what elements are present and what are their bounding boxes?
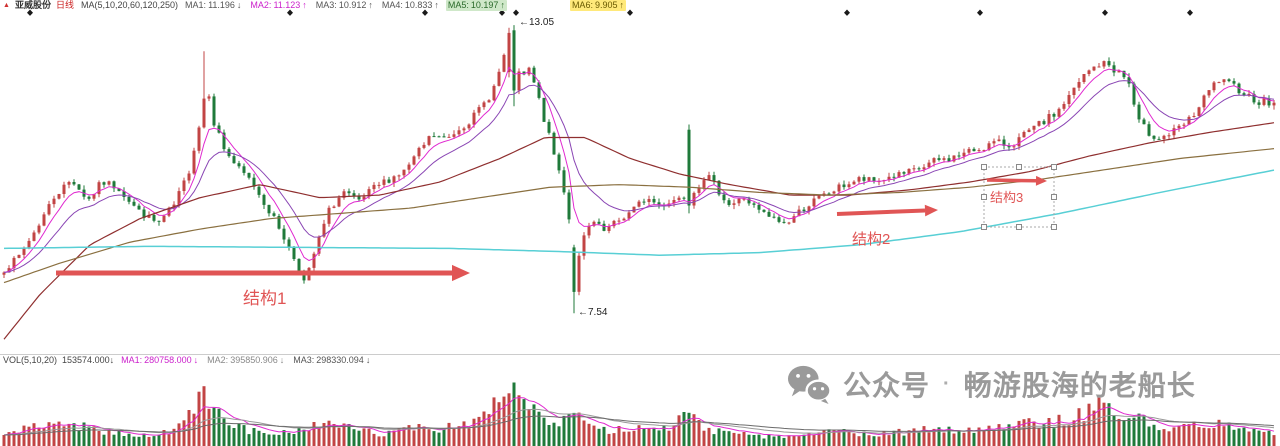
structure-2-label[interactable]: 结构2 — [852, 231, 891, 248]
candlesticks[interactable] — [2, 25, 1276, 314]
vol-ma3-readout: MA3: 298330.094 ↓ — [293, 355, 371, 365]
price-pane-header: ▲ 亚威股份 日线 MA(5,10,20,60,120,250) MA1: 11.… — [0, 0, 626, 11]
volume-pane-header: VOL(5,10,20) 153574.000↓ MA1: 280758.000 ↓… — [0, 355, 372, 366]
app-icon: ▲ — [3, 2, 10, 9]
low-price-label: ←7.54 — [578, 307, 608, 318]
vol-value: 153574.000↓ — [62, 355, 115, 365]
ma4-readout: MA4: 10.833 ↑ — [381, 0, 439, 10]
ma3-readout: MA3: 10.912 ↑ — [315, 0, 373, 10]
price-ma-lines — [3, 66, 1275, 340]
vol-ma1-readout: MA1: 280758.000 ↓ — [121, 355, 199, 365]
stock-name: 亚威股份 — [14, 0, 51, 10]
ma-params-label: MA(5,10,20,60,120,250) — [80, 0, 179, 10]
wechat-icon — [786, 363, 832, 405]
structure-1-label[interactable]: 结构1 — [243, 289, 287, 308]
volume-ma-lines — [3, 397, 1275, 437]
pane-divider — [0, 354, 1280, 355]
structure-arrows[interactable] — [56, 175, 1047, 282]
watermark-separator: · — [943, 372, 951, 395]
vol-params-label: VOL(5,10,20) — [3, 355, 58, 365]
watermark-account-name: 畅游股海的老船长 — [963, 370, 1196, 401]
volume-bars[interactable] — [2, 382, 1276, 446]
ma1-readout: MA1: 11.196 ↓ — [185, 0, 242, 10]
event-markers — [27, 9, 1193, 16]
ma2-readout: MA2: 11.123 ↑ — [250, 0, 307, 10]
vol-ma2-readout: MA2: 395850.906 ↓ — [207, 355, 285, 365]
period-label[interactable]: 日线 — [55, 0, 74, 10]
structure-3-label[interactable]: 结构3 — [990, 190, 1024, 205]
watermark-account-type: 公众号 — [843, 370, 931, 401]
watermark: 公众号 · 畅游股海的老船长 — [786, 363, 1196, 405]
ma6-readout: MA6: 9.905 ↑ — [569, 0, 626, 11]
selection-box[interactable] — [981, 164, 1057, 230]
ma5-readout: MA5: 10.197 ↑ — [445, 0, 507, 11]
high-price-label: ←13.05 — [519, 17, 555, 28]
